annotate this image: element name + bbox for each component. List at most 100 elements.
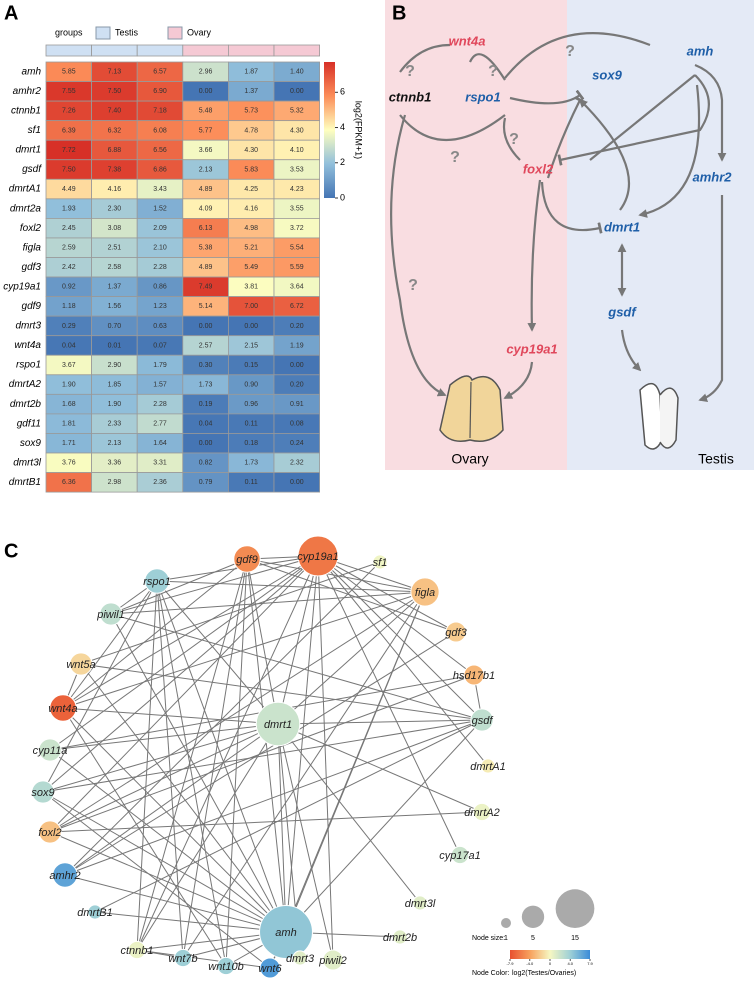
network-node xyxy=(144,568,170,594)
color-legend-bar xyxy=(510,950,590,959)
diagram-arrows xyxy=(390,32,727,402)
cell-label: 1.87 xyxy=(244,69,258,76)
network-node-label: wnt4a xyxy=(48,703,77,715)
network-edge xyxy=(277,723,287,933)
cell-label: 4.09 xyxy=(199,205,213,212)
cell-label: 2.45 xyxy=(62,225,76,232)
network-edge xyxy=(110,591,426,615)
colorbar xyxy=(324,62,335,198)
testis-icon xyxy=(639,382,679,450)
diagram-node: gsdf xyxy=(607,304,637,319)
network-edge xyxy=(64,874,287,933)
cell-label: 4.25 xyxy=(244,186,258,193)
row-label: sf1 xyxy=(28,125,41,136)
size-legend-label: 1 xyxy=(504,935,508,942)
cell-label: 4.16 xyxy=(108,186,122,193)
network-node xyxy=(463,664,485,686)
network-edge xyxy=(62,555,319,709)
cell-label: 1.19 xyxy=(290,342,304,349)
cell-label: 1.90 xyxy=(108,401,122,408)
network-edge xyxy=(64,631,457,876)
network-node-label: dmrt3l xyxy=(405,898,436,910)
network-edge xyxy=(62,580,158,709)
cell-label: 0.90 xyxy=(244,381,258,388)
cell-label: 1.40 xyxy=(290,69,304,76)
cell-label: 0.04 xyxy=(62,342,76,349)
row-label: foxl2 xyxy=(20,223,42,234)
network-edge xyxy=(62,707,227,967)
network-edge xyxy=(317,555,334,961)
cell-label: 3.43 xyxy=(153,186,167,193)
network-node-label: wnt6 xyxy=(258,963,282,975)
network-edge xyxy=(49,555,319,833)
cell-label: 7.18 xyxy=(153,108,167,115)
row-label: dmrtB1 xyxy=(9,477,41,488)
network-edge xyxy=(269,591,426,969)
cell-label: 5.49 xyxy=(244,264,258,271)
size-legend-title: Node size: xyxy=(472,935,505,942)
cell-label: 3.55 xyxy=(290,205,304,212)
cell-label: 6.57 xyxy=(153,69,167,76)
cell-label: 4.10 xyxy=(290,147,304,154)
cell-label: 0.96 xyxy=(244,401,258,408)
cell-label: 1.73 xyxy=(244,460,258,467)
cell-label: 6.90 xyxy=(153,88,167,95)
cell-label: 4.23 xyxy=(290,186,304,193)
network-node xyxy=(372,554,388,570)
cell-label: 0.63 xyxy=(153,323,167,330)
cell-label: 0.30 xyxy=(199,362,213,369)
cell-label: 5.14 xyxy=(199,303,213,310)
row-label: gdf3 xyxy=(22,262,42,273)
cell-label: 0.11 xyxy=(245,479,258,486)
network-node-label: dmrtA1 xyxy=(470,761,505,773)
cell-label: 3.31 xyxy=(153,460,167,467)
cell-label: 6.56 xyxy=(153,147,167,154)
network-node xyxy=(99,602,123,626)
row-label: dmrt2a xyxy=(10,203,42,214)
network-edge xyxy=(156,580,184,959)
cell-label: 3.67 xyxy=(62,362,76,369)
diagram-node: sox9 xyxy=(592,67,622,82)
group-bar xyxy=(136,44,184,57)
network-edge xyxy=(285,719,483,933)
network-edges xyxy=(42,555,489,969)
network-node-label: dmrt3 xyxy=(286,953,315,965)
group-legend-label: Ovary xyxy=(187,27,212,37)
cell-label: 2.57 xyxy=(199,342,213,349)
network-node xyxy=(216,956,236,976)
group-legend-swatch xyxy=(95,26,111,40)
diagram-node: wnt4a xyxy=(449,33,486,48)
cell-label: 0.00 xyxy=(290,362,304,369)
network-edge xyxy=(246,558,457,633)
cell-label: 5.54 xyxy=(290,245,304,252)
cell-label: 1.79 xyxy=(153,362,167,369)
cell-label: 2.36 xyxy=(153,479,167,486)
row-label: ctnnb1 xyxy=(11,106,41,117)
cell-label: 0.82 xyxy=(199,460,213,467)
color-legend-title: Node Color: xyxy=(472,970,509,977)
organ-label: Ovary xyxy=(451,451,488,467)
cell-label: 0.18 xyxy=(244,440,258,447)
cell-label: 4.30 xyxy=(290,127,304,134)
size-legend-circle xyxy=(555,889,595,928)
network-edge xyxy=(110,558,248,615)
network-node-label: dmrtB1 xyxy=(77,907,112,919)
network-node-label: dmrtA2 xyxy=(464,807,499,819)
network-edge xyxy=(277,723,483,813)
network-node-label: gdf3 xyxy=(445,627,467,639)
row-label: gdf9 xyxy=(22,301,42,312)
cell-label: 0.92 xyxy=(62,284,76,291)
row-label: gsdf xyxy=(22,164,42,175)
cell-label: 0.70 xyxy=(108,323,122,330)
cell-label: 0.04 xyxy=(199,421,213,428)
network-node xyxy=(470,708,494,732)
unknown-mark: ? xyxy=(450,149,460,166)
row-label: rspo1 xyxy=(16,360,41,371)
colorbar-tick-label: 0 xyxy=(340,192,345,202)
row-label: sox9 xyxy=(20,438,42,449)
cell-label: 2.13 xyxy=(199,166,213,173)
cell-label: 1.90 xyxy=(62,381,76,388)
cell-label: 7.13 xyxy=(108,69,122,76)
network-edge xyxy=(49,555,319,751)
cell-label: 3.08 xyxy=(108,225,122,232)
